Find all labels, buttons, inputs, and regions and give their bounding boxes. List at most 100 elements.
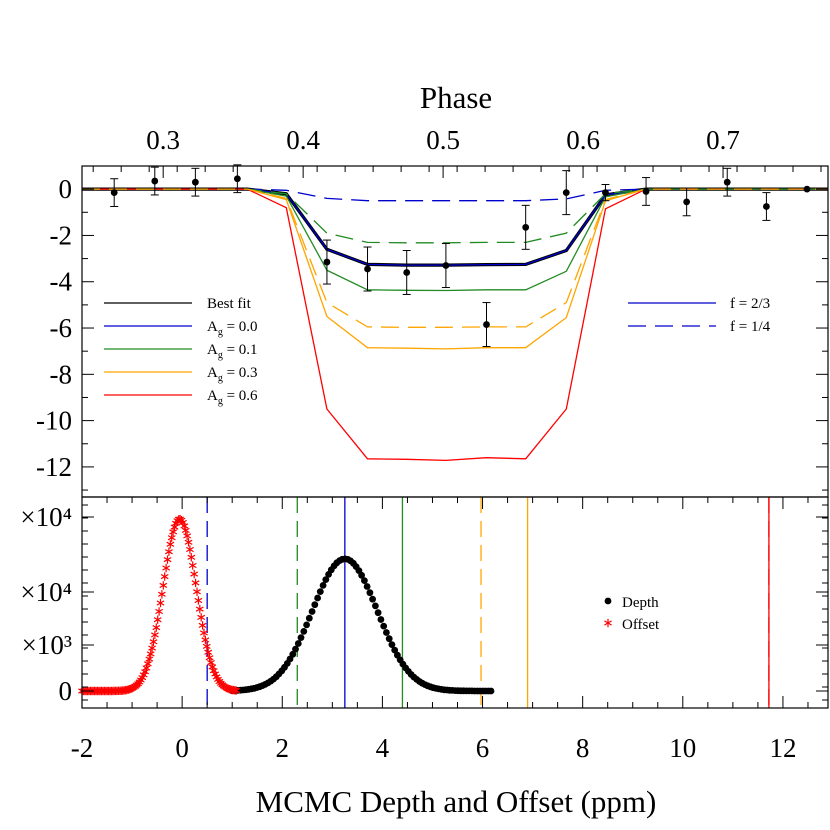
y-tick-label: 0 xyxy=(59,676,73,706)
depth-hist-point xyxy=(297,634,305,641)
depth-hist-point xyxy=(380,622,388,630)
depth-hist-point xyxy=(487,687,495,695)
offset-hist-point xyxy=(184,538,193,547)
offset-hist-point xyxy=(194,596,203,605)
asterisk-stroke xyxy=(166,541,175,547)
y-tick-label: ×10⁴ xyxy=(20,577,72,607)
depth-hist-point xyxy=(305,614,313,622)
model-line-4 xyxy=(82,188,828,462)
asterisk-stroke xyxy=(179,519,187,526)
top-panel: Best fit Ag = 0.0 Ag = 0.1 Ag = 0.3 Ag = 0.6… xyxy=(36,125,829,498)
legend-label: f = 1/4 xyxy=(730,319,771,335)
offset-hist-point xyxy=(166,540,175,549)
depth-hist-point xyxy=(391,646,399,654)
offset-hist-point xyxy=(163,555,172,564)
offset-hist-point xyxy=(153,615,162,624)
top-legend: Best fit Ag = 0.0 Ag = 0.1 Ag = 0.3 Ag = 0.6… xyxy=(104,296,771,407)
data-point xyxy=(364,265,371,273)
data-point xyxy=(642,188,650,195)
depth-hist-point xyxy=(358,571,365,579)
y-tick-label: -2 xyxy=(50,220,73,250)
offset-hist-point xyxy=(190,569,199,579)
bottom-axis-title: MCMC Depth and Offset (ppm) xyxy=(256,784,657,819)
depth-hist-point xyxy=(366,589,374,597)
asterisk-stroke xyxy=(205,655,214,661)
offset-hist-point xyxy=(198,621,207,630)
model-line-0 xyxy=(82,187,828,267)
offset-hist-point xyxy=(149,637,158,646)
legend-depth-marker xyxy=(604,597,612,605)
asterisk-stroke xyxy=(138,674,147,681)
data-point xyxy=(803,185,811,193)
offset-hist-point xyxy=(180,521,189,531)
asterisk-stroke xyxy=(162,565,171,571)
offset-hist-point xyxy=(160,572,169,581)
offset-hist-point xyxy=(145,654,154,664)
offset-hist-point xyxy=(200,628,208,638)
top-axis-title: Phase xyxy=(420,80,492,115)
data-point xyxy=(562,189,570,197)
y-tick-label: -12 xyxy=(36,452,72,482)
model-line-5 xyxy=(82,188,828,202)
legend-label: Best fit xyxy=(207,296,252,312)
asterisk-stroke xyxy=(209,668,218,674)
depth-hist-point xyxy=(361,577,368,584)
asterisk-stroke xyxy=(135,679,144,685)
asterisk-stroke xyxy=(163,556,172,563)
offset-hist-point xyxy=(232,686,241,695)
asterisk-stroke xyxy=(195,606,204,612)
asterisk-stroke xyxy=(139,672,148,678)
data-point xyxy=(191,178,199,186)
depth-hist-point xyxy=(363,583,371,590)
bottom-plot-frame xyxy=(81,496,829,709)
offset-hist-point xyxy=(604,618,612,628)
asterisk-stroke xyxy=(181,527,190,534)
data-point xyxy=(151,177,159,185)
asterisk-stroke xyxy=(167,535,176,541)
asterisk-stroke xyxy=(180,523,189,529)
offset-hist-point xyxy=(193,587,201,596)
asterisk-stroke xyxy=(204,649,213,655)
offset-hist-point xyxy=(162,563,171,573)
phase-tick-label: 0.3 xyxy=(146,125,180,155)
offset-hist-point xyxy=(146,649,155,659)
asterisk-stroke xyxy=(183,533,192,539)
data-points xyxy=(110,164,811,348)
offset-hist-point xyxy=(169,527,178,537)
offset-hist-point xyxy=(201,635,210,645)
asterisk-stroke xyxy=(141,669,149,675)
asterisk-stroke xyxy=(170,524,179,530)
asterisk-stroke xyxy=(201,637,210,643)
asterisk-stroke xyxy=(191,580,200,586)
offset-hist-point xyxy=(183,531,192,541)
asterisk-stroke xyxy=(160,573,169,580)
legend-label: Ag = 0.3 xyxy=(207,365,258,384)
y-tick-label: -10 xyxy=(36,406,72,436)
data-point xyxy=(110,189,118,197)
asterisk-stroke xyxy=(153,617,162,623)
data-point xyxy=(522,223,530,231)
asterisk-stroke xyxy=(136,677,145,683)
x-tick-label: -2 xyxy=(71,733,94,763)
phase-tick-label: 0.6 xyxy=(566,125,600,155)
depth-hist-point xyxy=(377,616,385,623)
asterisk-stroke xyxy=(134,681,142,687)
legend-label: Ag = 0.0 xyxy=(207,319,258,338)
asterisk-stroke xyxy=(232,687,241,694)
legend-label: f = 2/3 xyxy=(730,296,770,312)
data-point xyxy=(763,203,770,210)
data-point xyxy=(403,269,411,276)
depth-hist-point xyxy=(300,628,308,635)
model-line-2 xyxy=(82,188,828,292)
top-plot-frame xyxy=(81,165,829,498)
offset-hist-point xyxy=(150,630,159,640)
offset-hist-point xyxy=(165,547,173,556)
depth-hist-point xyxy=(322,576,330,583)
asterisk-stroke xyxy=(188,562,197,569)
depth-hist-point xyxy=(319,582,327,589)
y-tick-label: -4 xyxy=(50,267,73,297)
asterisk-stroke xyxy=(146,651,155,657)
depth-hist-point xyxy=(383,629,390,636)
bottom-panel: Depth Offset -2 0 2 4 6 8 10 12 0 ×10³ ×10⁴ ×10⁴ xyxy=(20,496,829,763)
